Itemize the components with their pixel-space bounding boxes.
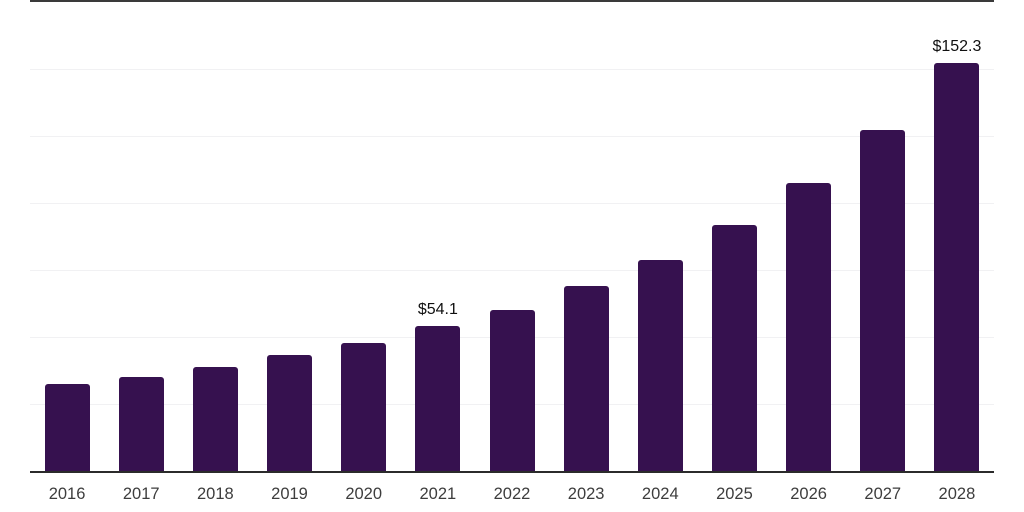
bar-2019[interactable]	[267, 354, 313, 471]
bar-2022[interactable]	[489, 309, 535, 471]
bar-2025[interactable]	[711, 224, 757, 471]
bar-2024[interactable]	[637, 260, 683, 471]
x-tick-label-2020: 2020	[345, 485, 383, 503]
bar-2018[interactable]	[192, 367, 238, 471]
gridline	[30, 270, 994, 271]
value-label-2021: $54.1	[417, 301, 458, 319]
gridline	[30, 203, 994, 204]
gridline	[30, 136, 994, 137]
bar-2016[interactable]	[44, 383, 90, 471]
bar-2021[interactable]	[415, 326, 461, 471]
bar-2017[interactable]	[118, 376, 164, 471]
x-tick-label-2027: 2027	[864, 485, 902, 503]
x-tick-label-2016: 2016	[48, 485, 86, 503]
x-tick-label-2024: 2024	[641, 485, 679, 503]
x-tick-label-2023: 2023	[567, 485, 605, 503]
bar-2026[interactable]	[786, 182, 832, 471]
bar-2023[interactable]	[563, 286, 609, 471]
x-tick-label-2022: 2022	[493, 485, 531, 503]
value-label-2028: $152.3	[932, 37, 982, 55]
bar-2027[interactable]	[860, 130, 906, 471]
plot-area: $54.1 $152.3	[30, 0, 994, 473]
x-tick-label-2025: 2025	[716, 485, 753, 503]
x-tick-label-2019: 2019	[271, 485, 308, 503]
bar-2028[interactable]	[934, 62, 980, 471]
x-tick-label-2017: 2017	[122, 485, 160, 503]
x-axis-labels: 2016 2017 2018 2019 2020 2021 2022 2023 2024 2025…	[30, 482, 994, 506]
x-tick-label-2018: 2018	[197, 485, 234, 503]
x-tick-label-2028: 2028	[938, 485, 976, 503]
gridline	[30, 69, 994, 70]
x-tick-label-2026: 2026	[790, 485, 827, 503]
x-tick-label-2021: 2021	[419, 485, 457, 503]
bar-2020[interactable]	[341, 342, 387, 471]
